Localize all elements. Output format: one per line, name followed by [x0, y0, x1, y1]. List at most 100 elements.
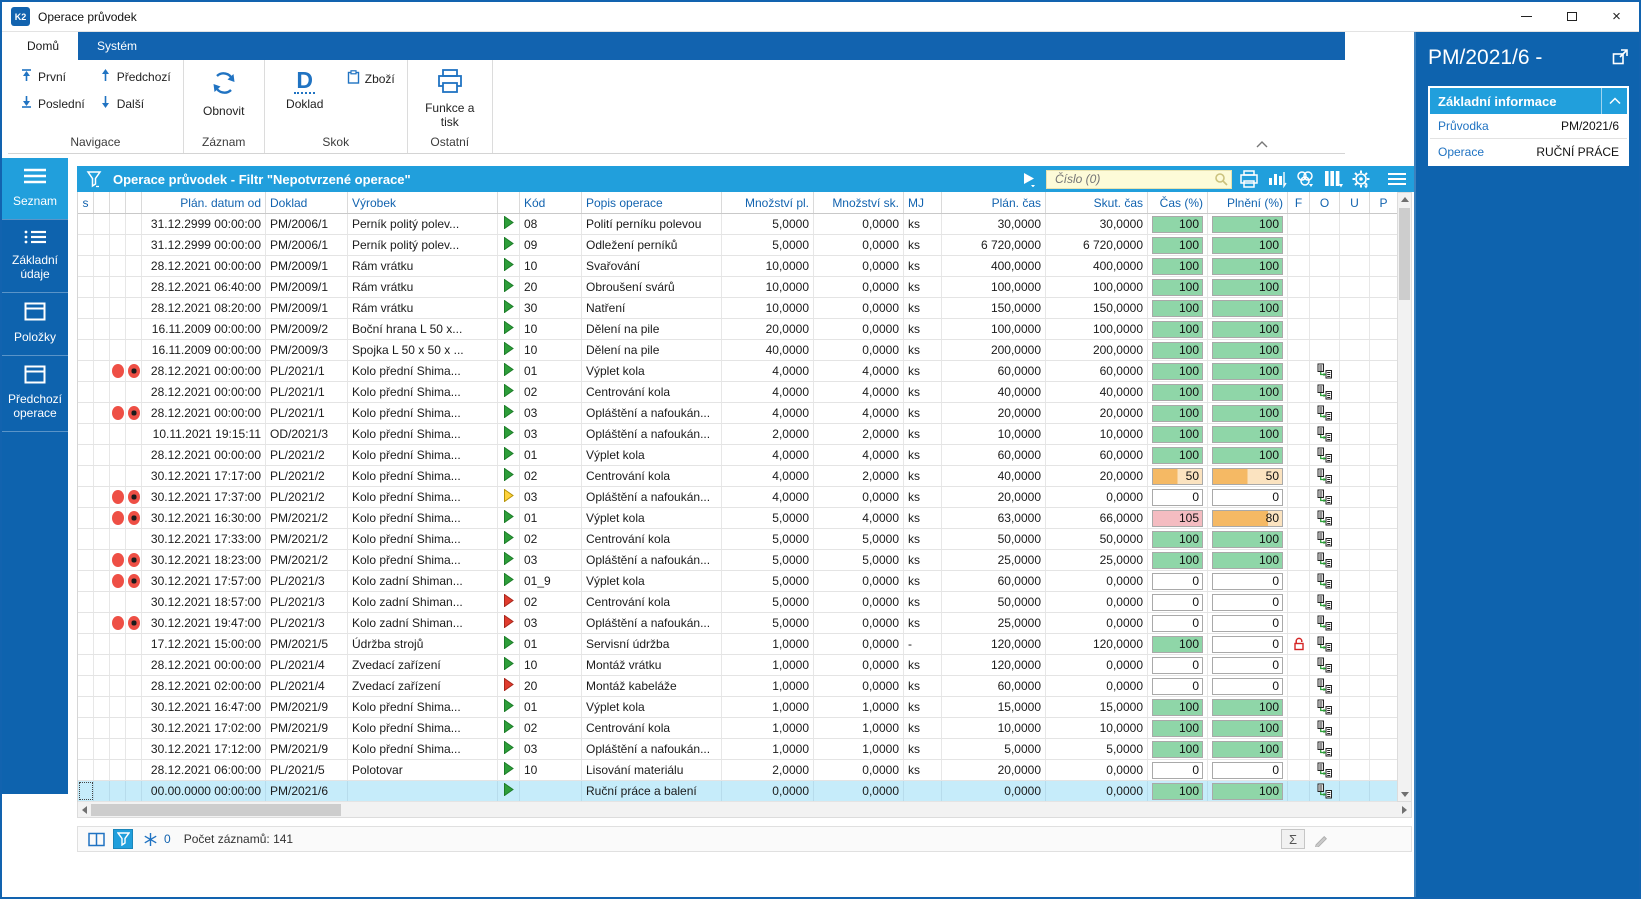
menu-icon[interactable]: [1386, 168, 1408, 190]
next-button[interactable]: Další: [99, 95, 171, 112]
column-header[interactable]: U: [1340, 192, 1370, 213]
table-row[interactable]: 28.12.2021 00:00:00 PL/2021/1 Kolo přední …: [78, 403, 1398, 424]
cell-flag1: [94, 697, 110, 717]
table-row[interactable]: 30.12.2021 17:33:00 PM/2021/2 Kolo přední …: [78, 529, 1398, 550]
column-header[interactable]: Plán. čas: [942, 192, 1046, 213]
edit-pencil-icon[interactable]: [1311, 829, 1331, 849]
cell-mnozstvi-sk: 0,0000: [814, 571, 904, 591]
funkce-tisk-button[interactable]: Funkce a tisk: [420, 68, 480, 129]
table-row[interactable]: 30.12.2021 17:37:00 PL/2021/2 Kolo přední …: [78, 487, 1398, 508]
zbozi-button[interactable]: Zboží: [347, 70, 395, 87]
cell-f: [1288, 445, 1310, 465]
table-row[interactable]: 16.11.2009 00:00:00 PM/2009/3 Spojka L 50 …: [78, 340, 1398, 361]
sum-button[interactable]: Σ: [1281, 829, 1305, 849]
sidebar-item-predchozi-operace[interactable]: Předchozí operace: [2, 356, 68, 432]
column-header[interactable]: Kód: [520, 192, 582, 213]
minimize-button[interactable]: [1504, 2, 1549, 31]
table-row[interactable]: 31.12.2999 00:00:00 PM/2006/1 Perník polit…: [78, 214, 1398, 235]
tab-domu[interactable]: Domů: [8, 32, 79, 60]
table-row[interactable]: 28.12.2021 06:40:00 PM/2009/1 Rám vrátku 20…: [78, 277, 1398, 298]
cell-vyrobek: Kolo přední Shima...: [348, 382, 498, 402]
cell-vyrobek: Boční hrana L 50 x...: [348, 319, 498, 339]
maximize-button[interactable]: [1549, 2, 1594, 31]
table-row[interactable]: 28.12.2021 06:00:00 PL/2021/5 Polotovar 10 L…: [78, 760, 1398, 781]
column-header[interactable]: P: [1370, 192, 1398, 213]
table-row[interactable]: 30.12.2021 17:12:00 PM/2021/9 Kolo přední …: [78, 739, 1398, 760]
table-row[interactable]: 28.12.2021 00:00:00 PL/2021/1 Kolo přední …: [78, 382, 1398, 403]
vertical-scrollbar[interactable]: [1397, 192, 1412, 802]
sidebar-item-seznam[interactable]: Seznam: [2, 158, 68, 220]
search-input[interactable]: [1053, 171, 1214, 187]
cas-progress-badge: 100: [1152, 782, 1203, 800]
column-header[interactable]: Výrobek: [348, 192, 498, 213]
column-header[interactable]: [94, 192, 110, 213]
column-header[interactable]: [126, 192, 142, 213]
column-header[interactable]: Doklad: [266, 192, 348, 213]
column-header[interactable]: Plnění (%): [1208, 192, 1288, 213]
table-row[interactable]: 17.12.2021 15:00:00 PM/2021/5 Údržba stroj…: [78, 634, 1398, 655]
previous-button[interactable]: Předchozí: [99, 68, 171, 85]
red-ring-dot-icon: [127, 364, 140, 378]
table-row[interactable]: 28.12.2021 08:20:00 PM/2009/1 Rám vrátku 30…: [78, 298, 1398, 319]
sidebar-item-zakladni-udaje[interactable]: Základní údaje: [2, 220, 68, 293]
columns-icon[interactable]: [1322, 168, 1344, 190]
cell-plneni-pct: 100: [1208, 403, 1288, 423]
table-row[interactable]: 31.12.2999 00:00:00 PM/2006/1 Perník polit…: [78, 235, 1398, 256]
refresh-button[interactable]: Obnovit: [196, 68, 252, 118]
filter-toggle-icon[interactable]: [113, 829, 133, 849]
freeze-icon[interactable]: [140, 829, 160, 849]
ribbon-collapse-button[interactable]: [1255, 137, 1269, 148]
table-row[interactable]: 30.12.2021 16:30:00 PM/2021/2 Kolo přední …: [78, 508, 1398, 529]
doklad-button[interactable]: D Doklad: [277, 68, 333, 111]
table-row[interactable]: 28.12.2021 00:00:00 PL/2021/4 Zvedací zaří…: [78, 655, 1398, 676]
table-row[interactable]: 16.11.2009 00:00:00 PM/2009/2 Boční hrana …: [78, 319, 1398, 340]
gears-icon[interactable]: [1294, 168, 1316, 190]
table-row[interactable]: 30.12.2021 18:23:00 PM/2021/2 Kolo přední …: [78, 550, 1398, 571]
column-header[interactable]: [110, 192, 126, 213]
last-button[interactable]: Poslední: [20, 95, 85, 112]
cell-vyrobek: Spojka L 50 x 50 x ...: [348, 340, 498, 360]
column-header[interactable]: Skut. čas: [1046, 192, 1148, 213]
cell-flag1: [94, 571, 110, 591]
table-row[interactable]: 30.12.2021 19:47:00 PL/2021/3 Kolo zadní S…: [78, 613, 1398, 634]
filter-icon[interactable]: [83, 168, 105, 190]
collapse-section-button[interactable]: [1601, 88, 1627, 114]
table-row[interactable]: 28.12.2021 00:00:00 PL/2021/1 Kolo přední …: [78, 361, 1398, 382]
chart-icon[interactable]: [1266, 168, 1288, 190]
cell-stav: [498, 613, 520, 633]
table-row[interactable]: 00.00.0000 00:00:00 PM/2021/6 Ruční práce …: [78, 781, 1398, 802]
cell-u: [1340, 277, 1370, 297]
horizontal-scrollbar[interactable]: [77, 802, 1412, 818]
column-header[interactable]: Množství sk.: [814, 192, 904, 213]
column-header[interactable]: O: [1310, 192, 1340, 213]
table-row[interactable]: 30.12.2021 17:57:00 PL/2021/3 Kolo zadní S…: [78, 571, 1398, 592]
table-row[interactable]: 28.12.2021 00:00:00 PM/2009/1 Rám vrátku 10…: [78, 256, 1398, 277]
column-header[interactable]: s: [78, 192, 94, 213]
cell-kod: 01_9: [520, 571, 582, 591]
table-row[interactable]: 30.12.2021 17:17:00 PL/2021/2 Kolo přední …: [78, 466, 1398, 487]
cell-dot2: [126, 361, 142, 381]
cell-plan-datum: 30.12.2021 19:47:00: [142, 613, 266, 633]
table-row[interactable]: 28.12.2021 00:00:00 PL/2021/2 Kolo přední …: [78, 445, 1398, 466]
close-button[interactable]: ×: [1594, 2, 1639, 31]
settings-icon[interactable]: [1350, 168, 1372, 190]
first-button[interactable]: První: [20, 68, 85, 85]
column-header[interactable]: Čas (%): [1148, 192, 1208, 213]
column-header[interactable]: Množství pl.: [722, 192, 814, 213]
table-row[interactable]: 28.12.2021 02:00:00 PL/2021/4 Zvedací zaří…: [78, 676, 1398, 697]
tab-system[interactable]: Systém: [97, 39, 138, 53]
play-icon[interactable]: [1018, 168, 1040, 190]
table-row[interactable]: 30.12.2021 17:02:00 PM/2021/9 Kolo přední …: [78, 718, 1398, 739]
column-header[interactable]: Plán. datum od: [142, 192, 266, 213]
column-header[interactable]: [498, 192, 520, 213]
column-header[interactable]: Popis operace: [582, 192, 722, 213]
table-row[interactable]: 30.12.2021 18:57:00 PL/2021/3 Kolo zadní S…: [78, 592, 1398, 613]
table-row[interactable]: 30.12.2021 16:47:00 PM/2021/9 Kolo přední …: [78, 697, 1398, 718]
table-row[interactable]: 10.11.2021 19:15:11 OD/2021/3 Kolo přední …: [78, 424, 1398, 445]
split-view-icon[interactable]: [86, 829, 106, 849]
column-header[interactable]: F: [1288, 192, 1310, 213]
print-icon[interactable]: [1238, 168, 1260, 190]
sidebar-item-polozky[interactable]: Položky: [2, 293, 68, 356]
column-header[interactable]: MJ: [904, 192, 942, 213]
open-external-icon[interactable]: [1612, 48, 1629, 70]
